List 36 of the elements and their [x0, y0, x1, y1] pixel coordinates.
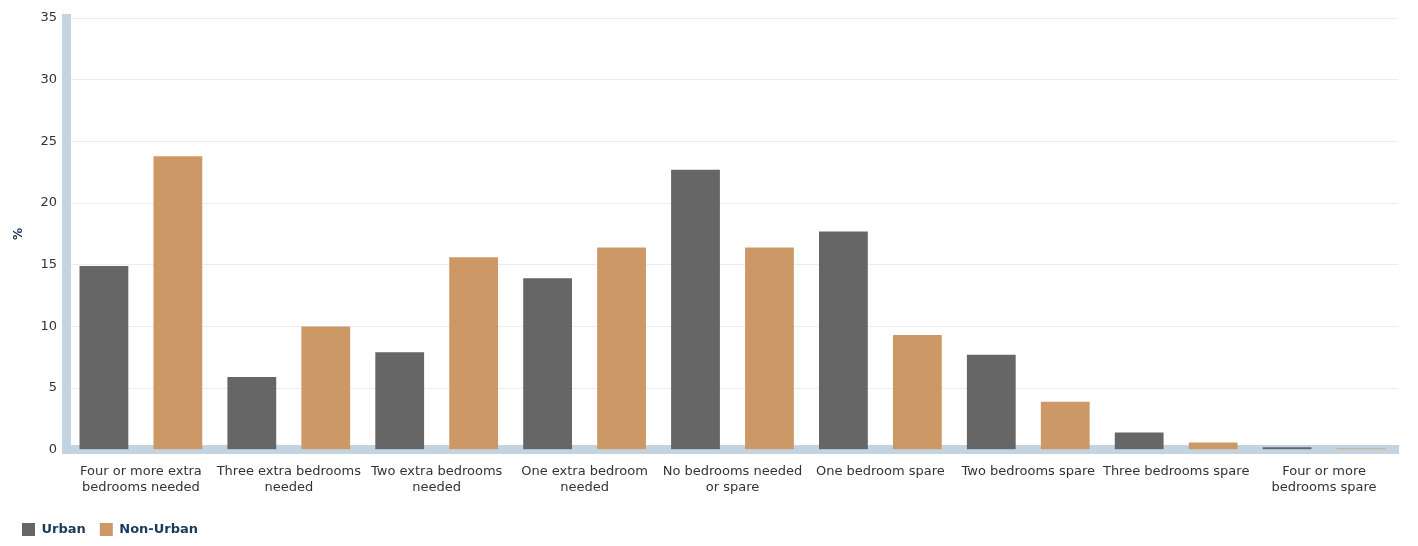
x-tick-label: Four or more bedrooms spare [1271, 462, 1377, 494]
y-tick-label: 15 [40, 256, 57, 272]
bar [597, 247, 646, 450]
bar [1188, 442, 1238, 450]
bar [153, 156, 203, 450]
legend-label: Urban [41, 520, 86, 536]
bar [449, 257, 499, 450]
y-axis-title: % [11, 227, 26, 240]
bar [523, 278, 573, 450]
bar [375, 352, 425, 450]
bar [818, 231, 868, 450]
y-tick-label: 35 [40, 9, 57, 25]
bar [745, 247, 794, 450]
bar [227, 377, 277, 450]
x-tick-label: One bedroom spare [815, 462, 945, 478]
y-tick-label: 5 [48, 379, 57, 395]
x-tick-label: Three bedrooms spare [1101, 462, 1250, 478]
bar [301, 326, 351, 450]
x-tick-label: One extra bedroom needed [521, 462, 648, 494]
y-tick-label: 25 [40, 132, 57, 148]
x-tick-label: Four or more extra bedrooms needed [79, 462, 202, 494]
x-tick-label: Three extra bedrooms needed [215, 462, 362, 494]
x-tick-label: Two extra bedrooms needed [369, 462, 503, 494]
x-tick-label: Two bedrooms spare [960, 462, 1096, 478]
x-tick-label: No bedrooms needed or spare [662, 462, 803, 494]
bar [79, 265, 129, 450]
bar [892, 335, 942, 450]
y-tick-label: 0 [48, 441, 57, 457]
y-tick-label: 10 [40, 317, 57, 333]
legend-label: Non-Urban [119, 520, 199, 536]
bar [671, 169, 720, 450]
bar [966, 354, 1016, 450]
bar [1040, 401, 1090, 450]
bar [1114, 432, 1164, 450]
y-tick-label: 30 [40, 71, 57, 87]
y-tick-label: 20 [40, 194, 57, 210]
